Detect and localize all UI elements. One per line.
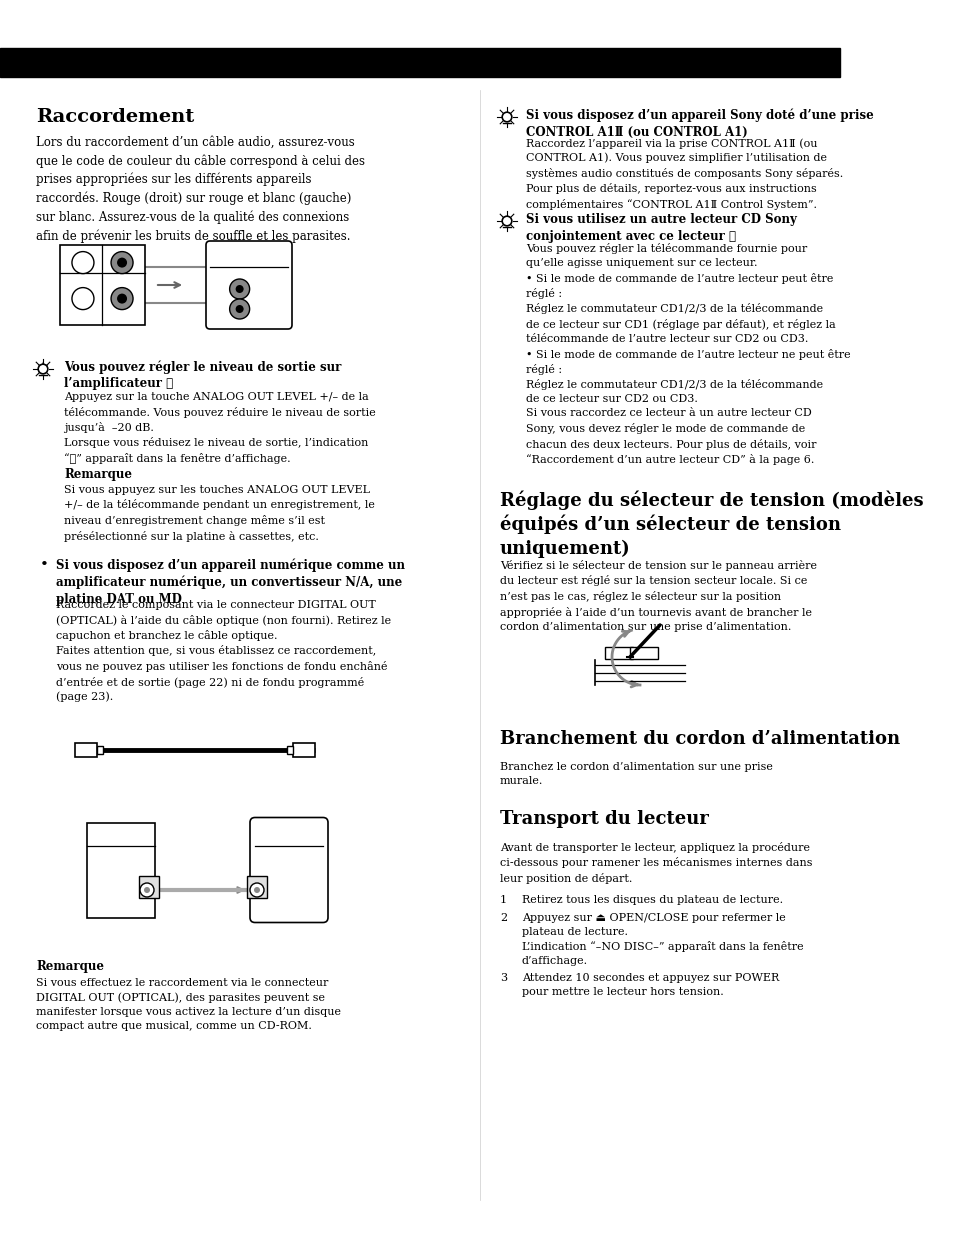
Circle shape bbox=[144, 887, 150, 893]
Text: Branchez le cordon d’alimentation sur une prise
murale.: Branchez le cordon d’alimentation sur un… bbox=[499, 762, 772, 785]
Text: Appuyez sur ⏏ OPEN/CLOSE pour refermer le
plateau de lecture.
L’indication “–NO : Appuyez sur ⏏ OPEN/CLOSE pour refermer l… bbox=[521, 913, 802, 967]
Circle shape bbox=[117, 258, 127, 268]
Circle shape bbox=[117, 294, 127, 304]
Text: Si vous utilisez un autre lecteur CD Sony
conjointement avec ce lecteur ⓘ: Si vous utilisez un autre lecteur CD Son… bbox=[525, 212, 796, 243]
Text: Lors du raccordement d’un câble audio, assurez-vous
que le code de couleur du câ: Lors du raccordement d’un câble audio, a… bbox=[36, 136, 365, 243]
Text: Si vous effectuez le raccordement via le connecteur
DIGITAL OUT (OPTICAL), des p: Si vous effectuez le raccordement via le… bbox=[36, 978, 340, 1031]
Text: Si vous appuyez sur les touches ANALOG OUT LEVEL
+/– de la télécommande pendant : Si vous appuyez sur les touches ANALOG O… bbox=[64, 485, 375, 541]
Text: Vous pouvez régler la télécommande fournie pour
qu’elle agisse uniquement sur ce: Vous pouvez régler la télécommande fourn… bbox=[525, 243, 850, 466]
Bar bbox=[247, 876, 267, 898]
Circle shape bbox=[253, 887, 260, 893]
Text: Si vous disposez d’un appareil numérique comme un
amplificateur numérique, un co: Si vous disposez d’un appareil numérique… bbox=[56, 558, 405, 606]
Bar bbox=[0, 48, 840, 77]
Circle shape bbox=[38, 364, 48, 374]
Bar bbox=[287, 746, 293, 755]
Bar bbox=[60, 245, 145, 325]
Text: Vous pouvez régler le niveau de sortie sur
l’amplificateur ⓘ: Vous pouvez régler le niveau de sortie s… bbox=[64, 359, 341, 390]
Circle shape bbox=[71, 252, 93, 274]
Text: Raccordez le composant via le connecteur DIGITAL OUT
(OPTICAL) à l’aide du câble: Raccordez le composant via le connecteur… bbox=[56, 600, 391, 703]
FancyBboxPatch shape bbox=[206, 241, 292, 329]
Text: Raccordement: Raccordement bbox=[36, 107, 194, 126]
Text: Remarque: Remarque bbox=[36, 960, 104, 973]
Bar bbox=[139, 876, 159, 898]
Bar bbox=[75, 743, 97, 757]
Circle shape bbox=[250, 883, 264, 897]
Bar bbox=[97, 746, 103, 755]
Text: 3: 3 bbox=[499, 973, 507, 983]
Circle shape bbox=[235, 305, 243, 312]
Text: Avant de transporter le lecteur, appliquez la procédure
ci-dessous pour ramener : Avant de transporter le lecteur, appliqu… bbox=[499, 842, 812, 884]
Text: 2: 2 bbox=[499, 913, 507, 923]
Circle shape bbox=[501, 216, 511, 226]
Circle shape bbox=[111, 252, 132, 274]
Text: Raccordez l’appareil via la prise CONTROL A1Ⅱ (ou
CONTROL A1). Vous pouvez simpl: Raccordez l’appareil via la prise CONTRO… bbox=[525, 138, 842, 210]
Bar bbox=[293, 743, 314, 757]
Bar bbox=[87, 823, 154, 918]
Text: Retirez tous les disques du plateau de lecture.: Retirez tous les disques du plateau de l… bbox=[521, 895, 782, 905]
Circle shape bbox=[71, 288, 93, 310]
Circle shape bbox=[230, 279, 250, 299]
Text: Appuyez sur la touche ANALOG OUT LEVEL +/– de la
télécommande. Vous pouvez rédui: Appuyez sur la touche ANALOG OUT LEVEL +… bbox=[64, 391, 375, 464]
Circle shape bbox=[230, 299, 250, 319]
Circle shape bbox=[235, 285, 243, 293]
Text: Branchement du cordon d’alimentation: Branchement du cordon d’alimentation bbox=[499, 730, 900, 748]
Text: Si vous disposez d’un appareil Sony doté d’une prise
CONTROL A1Ⅱ (ou CONTROL A1): Si vous disposez d’un appareil Sony doté… bbox=[525, 107, 873, 138]
Text: •: • bbox=[40, 558, 49, 572]
Circle shape bbox=[111, 288, 132, 310]
Circle shape bbox=[501, 112, 511, 122]
Text: Transport du lecteur: Transport du lecteur bbox=[499, 810, 708, 827]
FancyBboxPatch shape bbox=[250, 818, 328, 923]
Bar bbox=[629, 647, 658, 659]
Bar bbox=[604, 647, 633, 659]
Circle shape bbox=[140, 883, 153, 897]
Text: 1: 1 bbox=[499, 895, 507, 905]
Text: Remarque: Remarque bbox=[64, 468, 132, 480]
Text: ★: ★ bbox=[36, 359, 49, 374]
Text: Vérifiez si le sélecteur de tension sur le panneau arrière
du lecteur est réglé : Vérifiez si le sélecteur de tension sur … bbox=[499, 559, 816, 631]
Text: Attendez 10 secondes et appuyez sur POWER
pour mettre le lecteur hors tension.: Attendez 10 secondes et appuyez sur POWE… bbox=[521, 973, 779, 997]
Text: Réglage du sélecteur de tension (modèles
équipés d’un sélecteur de tension
uniqu: Réglage du sélecteur de tension (modèles… bbox=[499, 490, 923, 558]
